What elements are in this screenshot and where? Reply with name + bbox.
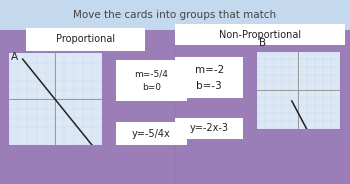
FancyBboxPatch shape xyxy=(116,60,187,101)
FancyBboxPatch shape xyxy=(175,24,345,45)
Text: B: B xyxy=(259,38,266,48)
FancyBboxPatch shape xyxy=(116,122,187,145)
FancyBboxPatch shape xyxy=(0,0,350,30)
FancyBboxPatch shape xyxy=(175,118,243,139)
Text: Proportional: Proportional xyxy=(56,34,115,44)
Text: m=-5/4
b=0: m=-5/4 b=0 xyxy=(134,69,168,92)
Text: Non-Proportional: Non-Proportional xyxy=(219,29,301,40)
Text: y=-5/4x: y=-5/4x xyxy=(132,129,171,139)
FancyBboxPatch shape xyxy=(175,57,243,98)
Text: y=-2x-3: y=-2x-3 xyxy=(190,123,229,133)
Text: Move the cards into groups that match: Move the cards into groups that match xyxy=(74,10,276,20)
Text: A: A xyxy=(10,52,18,62)
FancyBboxPatch shape xyxy=(26,28,145,51)
Text: m=-2
b=-3: m=-2 b=-3 xyxy=(195,65,224,91)
